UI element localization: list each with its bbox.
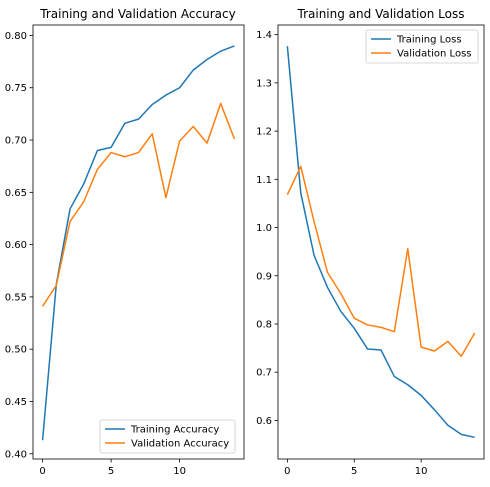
loss-y-tick-label: 0.8 — [256, 319, 272, 330]
loss-x-tick-label: 0 — [284, 466, 290, 477]
accuracy-series-lines — [41, 45, 236, 441]
loss-legend: Training Loss Validation Loss — [365, 29, 479, 64]
accuracy-plot-frame — [32, 24, 245, 460]
accuracy-series-line-validation — [41, 102, 236, 307]
loss-plot-frame — [277, 24, 485, 460]
accuracy-y-tick-label: 0.45 — [5, 397, 27, 408]
loss-series-lines — [286, 46, 476, 439]
loss-y-tick-label: 0.7 — [256, 368, 272, 379]
accuracy-y-tick-label: 0.60 — [5, 240, 27, 251]
loss-legend-label: Validation Loss — [397, 49, 472, 60]
loss-x-tick-label: 5 — [351, 466, 357, 477]
loss-y-tick-label: 1.2 — [256, 127, 272, 138]
loss-x-tick-label: 10 — [415, 466, 428, 477]
loss-legend-label: Training Loss — [396, 35, 462, 46]
loss-series-line-validation — [286, 165, 476, 358]
accuracy-y-tick-label: 0.65 — [5, 188, 27, 199]
accuracy-y-tick-label: 0.55 — [5, 292, 27, 303]
loss-plot: Training and Validation Loss 0.60.70.80.… — [256, 7, 485, 477]
accuracy-legend-box — [99, 419, 236, 454]
accuracy-axis-ticks: 0.40 0.45 0.50 0.55 0.60 0.65 0.70 0.75 0.80 0 5 10 — [5, 31, 186, 477]
loss-y-tick-label: 1.4 — [256, 30, 272, 41]
accuracy-y-tick-label: 0.80 — [5, 31, 27, 42]
accuracy-y-tick-label: 0.75 — [5, 83, 27, 94]
loss-y-tick-label: 1.1 — [256, 175, 272, 186]
loss-y-tick-label: 1.0 — [256, 223, 272, 234]
accuracy-legend-label: Training Accuracy — [130, 425, 219, 436]
loss-y-tick-label: 1.3 — [256, 78, 272, 89]
loss-series-line-training — [286, 46, 475, 439]
accuracy-y-tick-label: 0.70 — [5, 136, 27, 147]
loss-axis-ticks: 0.6 0.7 0.8 0.9 1.0 1.1 1.2 1.3 1.4 0 5 10 — [256, 30, 427, 477]
accuracy-plot: Training and Validation Accuracy 0.400.4… — [5, 7, 245, 477]
accuracy-legend: Training Accuracy Validation Accuracy — [99, 419, 236, 454]
accuracy-x-tick-label: 0 — [39, 466, 45, 477]
accuracy-x-tick-label: 5 — [108, 466, 114, 477]
accuracy-y-tick-label: 0.50 — [5, 345, 27, 356]
loss-legend-box — [365, 29, 479, 64]
accuracy-x-tick-label: 10 — [173, 466, 186, 477]
loss-y-tick-label: 0.6 — [256, 416, 272, 427]
accuracy-legend-label: Validation Accuracy — [131, 439, 229, 450]
accuracy-series-line-training — [41, 45, 235, 441]
loss-y-tick-label: 0.9 — [256, 271, 272, 282]
accuracy-plot-title: Training and Validation Accuracy — [39, 7, 235, 21]
loss-plot-title: Training and Validation Loss — [297, 7, 465, 21]
accuracy-y-tick-label: 0.40 — [5, 449, 27, 460]
